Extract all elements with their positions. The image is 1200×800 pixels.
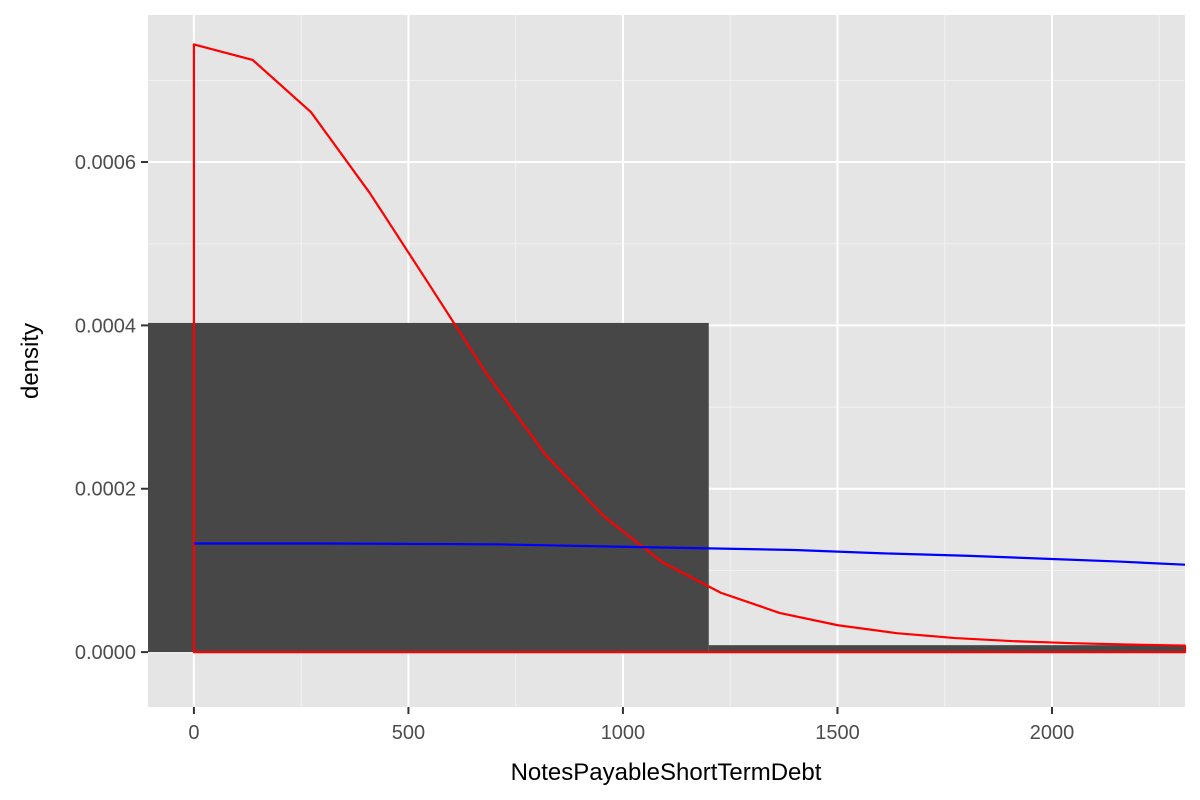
x-tick-label: 1500	[815, 722, 860, 744]
x-tick-label: 500	[392, 722, 425, 744]
x-tick-label: 1000	[601, 722, 646, 744]
histogram-bar-1	[148, 322, 709, 653]
x-axis: 0 500 1000 1500 2000	[188, 707, 1074, 744]
y-axis: 0.0000 0.0002 0.0004 0.0006	[75, 152, 148, 664]
x-tick-label: 0	[188, 722, 199, 744]
histogram-bars	[148, 322, 1185, 653]
y-tick-label: 0.0000	[75, 642, 136, 664]
x-tick-label: 2000	[1030, 722, 1075, 744]
y-axis-title: density	[17, 323, 44, 399]
density-line-1	[192, 43, 1187, 654]
density-line-2	[193, 542, 1186, 566]
y-tick-label: 0.0002	[75, 479, 136, 501]
y-tick-label: 0.0006	[75, 152, 136, 174]
histogram-bar-2	[708, 645, 1185, 653]
x-axis-title: NotesPayableShortTermDebt	[511, 759, 822, 786]
y-tick-label: 0.0004	[75, 315, 136, 337]
density-lines	[192, 43, 1187, 654]
